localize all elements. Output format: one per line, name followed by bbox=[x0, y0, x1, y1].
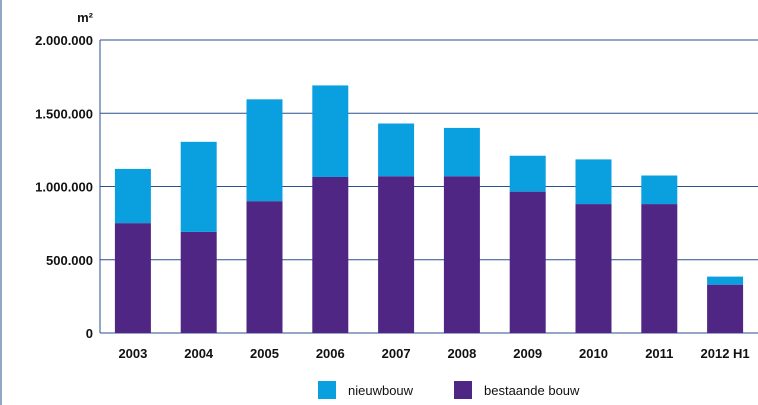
bar-segment-bestaande-bouw bbox=[246, 201, 283, 333]
bar-segment-nieuwbouw bbox=[246, 99, 283, 202]
bar-segment-nieuwbouw bbox=[312, 85, 349, 177]
x-category-label: 2011 bbox=[645, 346, 673, 361]
y-tick-label: 500.000 bbox=[46, 253, 93, 268]
bar-segment-bestaande-bouw bbox=[443, 176, 480, 333]
bar-segment-bestaande-bouw bbox=[114, 223, 151, 333]
bar-segment-bestaande-bouw bbox=[575, 204, 612, 333]
legend-label-nieuwbouw: nieuwbouw bbox=[348, 383, 414, 398]
legend-swatch-bestaande-bouw bbox=[454, 381, 472, 399]
bar-segment-nieuwbouw bbox=[443, 127, 480, 177]
y-tick-label: 1.500.000 bbox=[35, 106, 93, 121]
x-category-label: 2009 bbox=[513, 346, 542, 361]
labels-layer: 0 500.000 1.000.000 1.500.000 2.000.000 m² 200… bbox=[35, 10, 750, 361]
bar-segment-nieuwbouw bbox=[641, 175, 678, 205]
bars-layer bbox=[114, 85, 744, 333]
bar-segment-bestaande-bouw bbox=[641, 204, 678, 333]
bar-segment-bestaande-bouw bbox=[180, 231, 217, 333]
x-category-label: 2004 bbox=[184, 346, 214, 361]
legend-label-bestaande-bouw: bestaande bouw bbox=[484, 383, 580, 398]
bar-segment-nieuwbouw bbox=[575, 159, 612, 205]
bar-segment-nieuwbouw bbox=[180, 141, 217, 232]
x-category-label: 2007 bbox=[382, 346, 411, 361]
bar-segment-nieuwbouw bbox=[114, 168, 151, 224]
bar-segment-bestaande-bouw bbox=[509, 191, 546, 333]
legend: nieuwbouw bestaande bouw bbox=[318, 381, 580, 399]
bar-segment-bestaande-bouw bbox=[378, 176, 415, 333]
x-category-label: 2008 bbox=[447, 346, 476, 361]
x-category-label: 2006 bbox=[316, 346, 345, 361]
legend-swatch-nieuwbouw bbox=[318, 381, 336, 399]
x-category-label: 2012 H1 bbox=[701, 346, 750, 361]
y-tick-label: 2.000.000 bbox=[35, 33, 93, 48]
bar-segment-nieuwbouw bbox=[707, 276, 744, 285]
x-category-label: 2005 bbox=[250, 346, 279, 361]
y-axis-unit-label: m² bbox=[77, 10, 94, 25]
bar-segment-bestaande-bouw bbox=[707, 284, 744, 333]
x-category-label: 2003 bbox=[118, 346, 147, 361]
bar-segment-nieuwbouw bbox=[378, 123, 415, 177]
y-tick-label: 1.000.000 bbox=[35, 180, 93, 195]
bar-segment-nieuwbouw bbox=[509, 155, 546, 192]
axis-layer bbox=[0, 0, 101, 405]
x-category-label: 2010 bbox=[579, 346, 608, 361]
y-tick-label: 0 bbox=[86, 326, 93, 341]
bar-segment-bestaande-bouw bbox=[312, 176, 349, 333]
